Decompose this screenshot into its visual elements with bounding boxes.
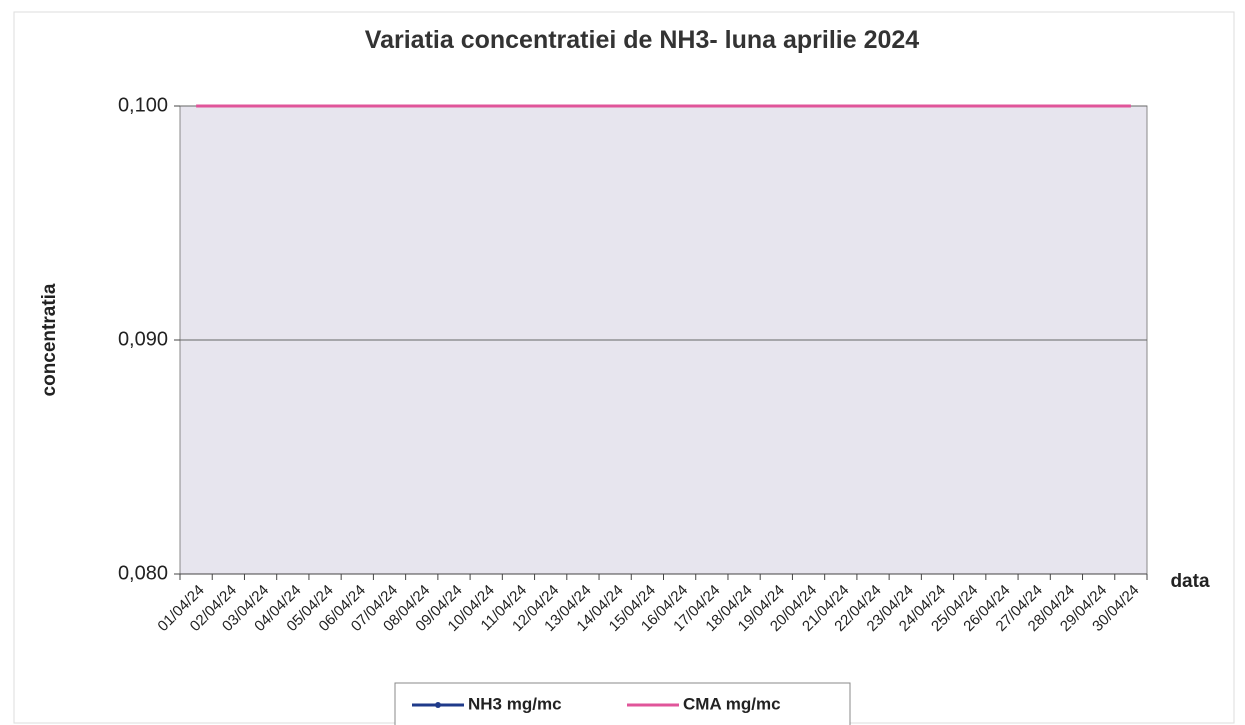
legend-box	[394, 682, 851, 725]
y-tick-label: 0,090	[118, 328, 168, 350]
legend-label: NH3 mg/mc	[468, 694, 562, 713]
chart-title: Variatia concentratiei de NH3- luna apri…	[364, 26, 920, 54]
y-tick-label: 0,080	[118, 562, 168, 584]
y-axis-label: concentratia	[39, 283, 60, 396]
legend-marker	[435, 702, 441, 708]
x-axis-label: data	[1170, 571, 1210, 592]
y-tick-label: 0,100	[118, 94, 168, 116]
legend-label: CMA mg/mc	[683, 694, 781, 713]
